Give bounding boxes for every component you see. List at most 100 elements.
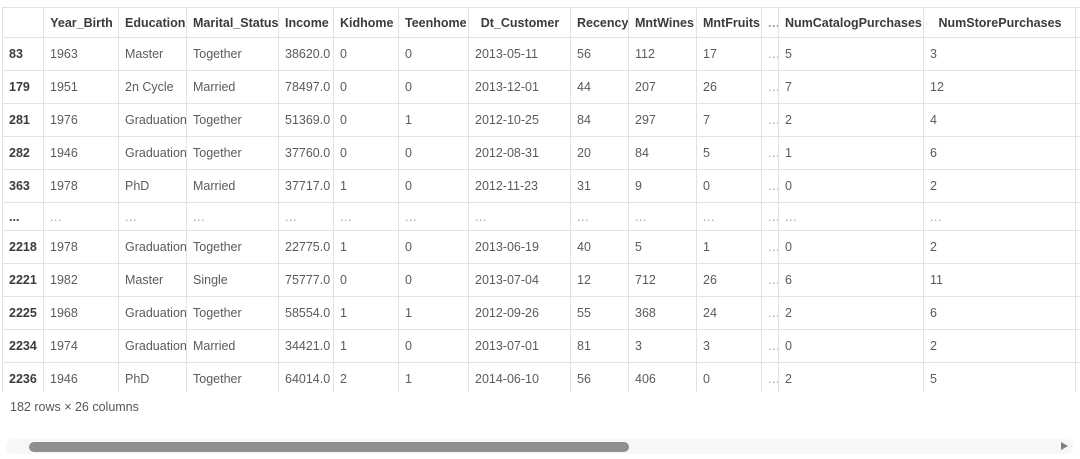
table-cell: 64014.0 <box>278 362 334 392</box>
table-cell: 5 <box>778 37 924 71</box>
table-cell: 0 <box>778 169 924 203</box>
table-cell: 2 <box>923 329 1076 363</box>
table-cell: 2013-07-04 <box>468 263 571 297</box>
table-cell: ... <box>778 202 924 231</box>
table-cell: 1 <box>398 103 469 137</box>
table-cell: 0 <box>696 169 762 203</box>
table-cell: 207 <box>628 70 697 104</box>
table-cell: 0 <box>696 362 762 392</box>
table-cell: 1 <box>333 329 399 363</box>
horizontal-scrollbar-track[interactable] <box>6 439 1073 454</box>
table-cell: Master <box>118 37 187 71</box>
table-cell: 1951 <box>43 70 119 104</box>
table-cell: Married <box>186 70 279 104</box>
table-cell: 712 <box>628 263 697 297</box>
table-cell: 0 <box>398 37 469 71</box>
table-row: 2225 1968 Graduation Together 58554.0 1 1 2012-… <box>2 296 1080 330</box>
table-cell: Together <box>186 136 279 170</box>
row-index-cell: 2221 <box>2 263 44 297</box>
table-cell: 0 <box>333 136 399 170</box>
row-index-cell: 83 <box>2 37 44 71</box>
table-cell: ... <box>628 202 697 231</box>
table-cell: 11 <box>923 263 1076 297</box>
table-cell: 2012-08-31 <box>468 136 571 170</box>
table-cell: 1978 <box>43 169 119 203</box>
table-cell: 1946 <box>43 362 119 392</box>
clipped-column-cell <box>1075 136 1080 170</box>
dataframe-table: Year_Birth Education Marital_Status Income K… <box>2 7 1080 392</box>
table-cell: Together <box>186 103 279 137</box>
dataframe-scroll-area[interactable]: Year_Birth Education Marital_Status Income K… <box>2 7 1080 392</box>
table-cell: 44 <box>570 70 629 104</box>
table-cell: ... <box>118 202 187 231</box>
column-header: NumStorePurchases <box>923 7 1076 38</box>
table-cell: ... <box>761 136 779 170</box>
table-cell: 12 <box>570 263 629 297</box>
table-cell: 0 <box>398 136 469 170</box>
table-cell: 3 <box>628 329 697 363</box>
table-cell: 9 <box>628 169 697 203</box>
table-cell: 1968 <box>43 296 119 330</box>
table-cell: 4 <box>923 103 1076 137</box>
table-cell: 31 <box>570 169 629 203</box>
horizontal-scrollbar-thumb[interactable] <box>29 441 629 452</box>
table-cell: 0 <box>398 169 469 203</box>
clipped-column-cell <box>1075 37 1080 71</box>
column-header: Income <box>278 7 334 38</box>
table-cell: ... <box>761 70 779 104</box>
table-cell: 1 <box>778 136 924 170</box>
table-cell: 2014-06-10 <box>468 362 571 392</box>
table-cell: 2 <box>923 230 1076 264</box>
table-row: 281 1976 Graduation Together 51369.0 0 1 2012-1… <box>2 103 1080 137</box>
table-cell: 5 <box>923 362 1076 392</box>
table-cell: PhD <box>118 362 187 392</box>
table-cell: 3 <box>696 329 762 363</box>
column-header: NumCatalogPurchases <box>778 7 924 38</box>
table-cell: ... <box>333 202 399 231</box>
table-cell: 58554.0 <box>278 296 334 330</box>
table-row: 179 1951 2n Cycle Married 78497.0 0 0 2013-12-0… <box>2 70 1080 104</box>
table-row: 2218 1978 Graduation Together 22775.0 1 0 2013-… <box>2 230 1080 264</box>
table-cell: 2n Cycle <box>118 70 187 104</box>
table-cell: 81 <box>570 329 629 363</box>
table-cell: Graduation <box>118 296 187 330</box>
table-cell: 20 <box>570 136 629 170</box>
scroll-right-arrow-icon[interactable] <box>1061 442 1068 450</box>
table-cell: ... <box>696 202 762 231</box>
table-cell: ... <box>761 202 779 231</box>
column-header: Recency <box>570 7 629 38</box>
table-cell: 0 <box>778 230 924 264</box>
table-cell: Together <box>186 362 279 392</box>
table-cell: 26 <box>696 70 762 104</box>
table-cell: 6 <box>923 296 1076 330</box>
clipped-column-cell <box>1075 70 1080 104</box>
row-index-cell: 2225 <box>2 296 44 330</box>
index-column-header <box>2 7 44 38</box>
table-cell: 56 <box>570 362 629 392</box>
table-cell: 2012-10-25 <box>468 103 571 137</box>
table-cell: 2 <box>923 169 1076 203</box>
clipped-column-cell <box>1075 202 1080 231</box>
table-cell: 1 <box>333 169 399 203</box>
table-cell: 1 <box>333 230 399 264</box>
table-cell: ... <box>761 362 779 392</box>
table-cell: 1 <box>398 362 469 392</box>
table-cell: 2012-11-23 <box>468 169 571 203</box>
table-cell: 0 <box>398 230 469 264</box>
column-header: MntFruits <box>696 7 762 38</box>
table-cell: 2013-06-19 <box>468 230 571 264</box>
table-cell: Graduation <box>118 329 187 363</box>
table-cell: Graduation <box>118 103 187 137</box>
table-cell: 1 <box>398 296 469 330</box>
table-cell: 2 <box>778 362 924 392</box>
table-cell: 34421.0 <box>278 329 334 363</box>
clipped-column-cell <box>1075 329 1080 363</box>
table-row: 2221 1982 Master Single 75777.0 0 0 2013-07-04 1… <box>2 263 1080 297</box>
table-cell: 40 <box>570 230 629 264</box>
table-cell: 5 <box>696 136 762 170</box>
table-cell: 2013-05-11 <box>468 37 571 71</box>
row-index-cell: 281 <box>2 103 44 137</box>
table-cell: ... <box>278 202 334 231</box>
clipped-column-cell <box>1075 103 1080 137</box>
row-index-cell: 282 <box>2 136 44 170</box>
